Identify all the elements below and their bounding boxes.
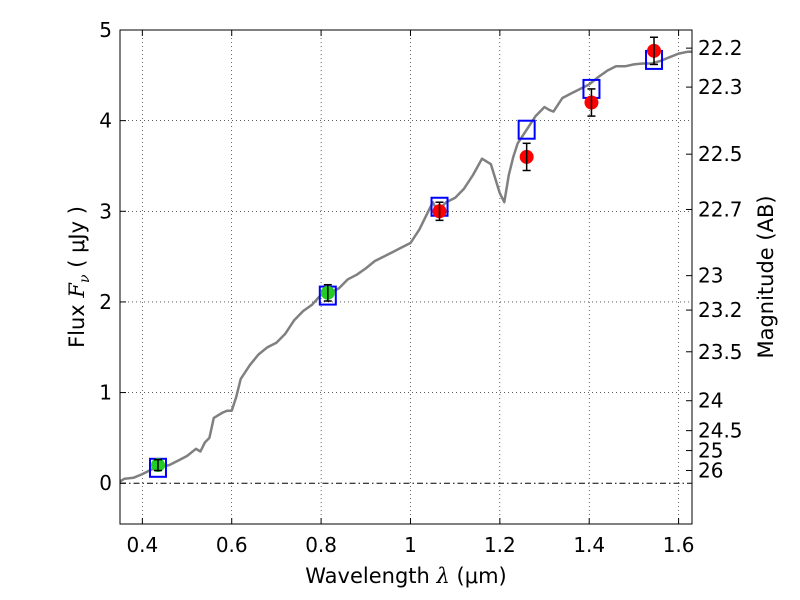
y-tick-label: 2 [99,290,112,314]
magnitude-tick-label: 22.3 [698,75,743,99]
model-flux-square [517,119,536,140]
y2-axis-label: Magnitude (AB) [754,195,778,358]
x-tick-label: 1 [404,533,417,557]
magnitude-tick-label: 26 [698,459,723,483]
magnitude-tick-label: 23 [698,264,723,288]
x-tick-label: 1.4 [573,533,605,557]
y-tick-label: 4 [99,109,112,133]
y-tick-label: 1 [99,381,112,405]
x-tick-label: 0.6 [216,533,248,557]
magnitude-tick-label: 24.5 [698,419,743,443]
x-tick-label: 0.4 [126,533,158,557]
magnitude-tick-label: 25 [698,439,723,463]
data-markers [148,36,664,478]
y-tick-label: 3 [99,199,112,223]
x-tick-label: 1.2 [484,533,516,557]
x-tick-label: 0.8 [305,533,337,557]
grid-lines [120,29,692,524]
magnitude-tick-label: 22.5 [698,142,743,166]
magnitude-tick-label: 22.2 [698,36,743,60]
magnitude-tick-label: 22.7 [698,197,743,221]
model-spectrum-curve [119,50,692,483]
magnitude-tick-label: 23.5 [698,340,743,364]
y-axis-label: Flux Fν ( μJy ) [65,206,93,348]
axis-ticks: 0.4 0.6 0.8 1 1.2 1.4 1.601234522.222.322.522.… [99,18,742,557]
y-tick-label: 5 [99,18,112,42]
magnitude-tick-label: 24 [698,389,723,413]
y-tick-label: 0 [99,471,112,495]
magnitude-tick-label: 23.2 [698,298,743,322]
plot-frame [119,29,693,525]
x-tick-label: 1.6 [663,533,695,557]
x-axis-label: Wavelength λ (μm) [305,564,506,588]
